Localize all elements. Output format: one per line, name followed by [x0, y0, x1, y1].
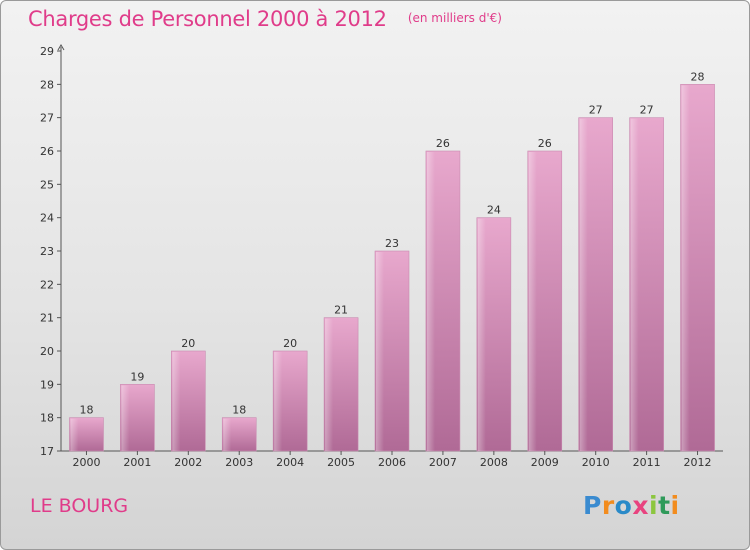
- bar-highlight: [528, 152, 537, 451]
- x-tick-label: 2010: [582, 456, 610, 469]
- x-tick-label: 2011: [633, 456, 661, 469]
- x-tick-label: 2003: [225, 456, 253, 469]
- x-tick-label: 2012: [684, 456, 712, 469]
- commune-name: LE BOURG: [30, 495, 129, 517]
- y-axis-arrow: [57, 44, 65, 51]
- y-tick-label: 26: [40, 145, 54, 158]
- logo-letter: P: [583, 491, 602, 520]
- y-tick-label: 20: [40, 345, 54, 358]
- y-tick-label: 24: [40, 212, 54, 225]
- bar-value-label: 26: [436, 137, 450, 150]
- x-tick-label: 2005: [327, 456, 355, 469]
- x-tick-label: 2008: [480, 456, 508, 469]
- bar-value-label: 28: [691, 70, 705, 83]
- chart-subtitle: (en milliers d'€): [407, 11, 502, 25]
- bar-highlight: [172, 352, 181, 451]
- bar-highlight: [426, 152, 435, 451]
- logo-letter: r: [601, 491, 615, 520]
- chart-title: Charges de Personnel 2000 à 2012: [28, 7, 387, 31]
- x-tick-label: 2007: [429, 456, 457, 469]
- x-tick-label: 2006: [378, 456, 406, 469]
- chart-title-block: Charges de Personnel 2000 à 2012 (en mil…: [28, 7, 502, 31]
- bar-highlight: [579, 118, 588, 452]
- bar-highlight: [325, 318, 334, 451]
- bar-value-label: 20: [283, 337, 297, 350]
- x-tick-label: 2004: [276, 456, 304, 469]
- bar-value-label: 21: [334, 304, 348, 317]
- y-tick-label: 21: [40, 312, 54, 325]
- bar-value-label: 26: [538, 137, 552, 150]
- proxiti-logo: Proxiti: [583, 491, 680, 520]
- bar-value-label: 27: [640, 104, 654, 117]
- bar-value-label: 18: [79, 404, 93, 417]
- bar-value-label: 19: [130, 370, 144, 383]
- bar-value-label: 27: [589, 104, 603, 117]
- logo-letter: o: [614, 491, 633, 520]
- bar-highlight: [70, 418, 79, 451]
- y-tick-label: 28: [40, 78, 54, 91]
- bar-highlight: [630, 118, 639, 452]
- y-tick-label: 18: [40, 412, 54, 425]
- x-tick-label: 2001: [123, 456, 151, 469]
- bar-value-label: 20: [181, 337, 195, 350]
- bar-highlight: [121, 385, 130, 451]
- bar-highlight: [681, 85, 690, 451]
- bar-highlight: [274, 352, 283, 451]
- y-tick-label: 29: [40, 45, 54, 58]
- bar-value-label: 23: [385, 237, 399, 250]
- logo-letter: i: [670, 491, 680, 520]
- y-tick-label: 25: [40, 178, 54, 191]
- y-tick-label: 19: [40, 378, 54, 391]
- x-tick-label: 2002: [174, 456, 202, 469]
- logo-letter: i: [649, 491, 659, 520]
- y-tick-label: 17: [40, 445, 54, 458]
- bar-value-label: 18: [232, 404, 246, 417]
- bar-highlight: [223, 418, 232, 451]
- y-tick-label: 22: [40, 278, 54, 291]
- logo-letter: t: [658, 491, 671, 520]
- x-tick-label: 2009: [531, 456, 559, 469]
- bar-highlight: [477, 218, 486, 451]
- y-tick-label: 23: [40, 245, 54, 258]
- bar-value-label: 24: [487, 204, 501, 217]
- logo-letter: x: [632, 491, 649, 520]
- y-tick-label: 27: [40, 112, 54, 125]
- x-tick-label: 2000: [72, 456, 100, 469]
- bar-highlight: [376, 252, 384, 451]
